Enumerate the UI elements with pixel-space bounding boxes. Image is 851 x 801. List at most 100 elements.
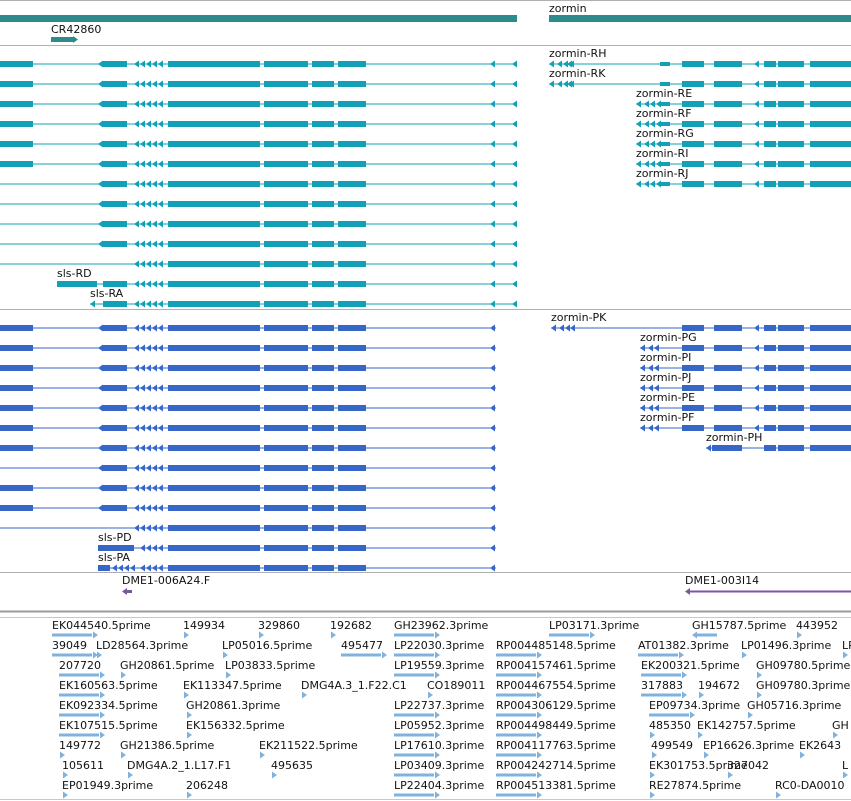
est-label[interactable]: GH23962.3prime bbox=[394, 619, 489, 632]
est-label[interactable]: 499549 bbox=[651, 739, 693, 752]
est-label[interactable]: GH09780.5prime bbox=[756, 659, 851, 672]
transcript-label-zormin-ri[interactable]: zormin-RI bbox=[636, 147, 689, 160]
protein-label-sls-pd[interactable]: sls-PD bbox=[98, 531, 132, 544]
clone-label-left[interactable]: DME1-006A24.F bbox=[122, 574, 211, 587]
est-label[interactable]: LP03833.5prime bbox=[225, 659, 316, 672]
est-label[interactable]: EK200321.5prime bbox=[641, 659, 740, 672]
est-label[interactable]: GH20861.3prime bbox=[186, 699, 281, 712]
est-label[interactable]: RE27874.5prime bbox=[649, 779, 742, 792]
est-label[interactable]: EK156332.5prime bbox=[186, 719, 285, 732]
est-label[interactable]: 192682 bbox=[330, 619, 372, 632]
est-label[interactable]: RP004242714.5prime bbox=[496, 759, 616, 772]
transcript-label-zormin-rf[interactable]: zormin-RF bbox=[636, 107, 692, 120]
est-label[interactable]: LP01496.3prime bbox=[741, 639, 832, 652]
protein-label-zormin-ph[interactable]: zormin-PH bbox=[706, 431, 763, 444]
est-label[interactable]: GH21386.5prime bbox=[120, 739, 215, 752]
est-label[interactable]: 194672 bbox=[698, 679, 740, 692]
est-label[interactable]: GH15787.5prime bbox=[692, 619, 787, 632]
protein-label-zormin-pj[interactable]: zormin-PJ bbox=[640, 371, 692, 384]
est-label[interactable]: DMG4A.3_1.F22.C1 bbox=[301, 679, 407, 692]
est-label[interactable]: CO189011 bbox=[427, 679, 486, 692]
protein-label-zormin-pg[interactable]: zormin-PG bbox=[640, 331, 697, 344]
est-label[interactable]: 207720 bbox=[59, 659, 101, 672]
strand-arrow bbox=[754, 100, 759, 108]
exon bbox=[312, 241, 334, 247]
est-label[interactable]: LP03409.3prime bbox=[394, 759, 485, 772]
gene-label-cr42860[interactable]: CR42860 bbox=[51, 23, 102, 36]
est-label[interactable]: EP16626.3prime bbox=[703, 739, 795, 752]
est-label[interactable]: RP004498449.5prime bbox=[496, 719, 616, 732]
est-label[interactable]: 39049 bbox=[52, 639, 87, 652]
est-label[interactable]: EK044540.5prime bbox=[52, 619, 151, 632]
est-label[interactable]: DMG4A.2_1.L17.F1 bbox=[127, 759, 232, 772]
est-label[interactable]: LP bbox=[842, 639, 851, 652]
exon bbox=[168, 241, 260, 247]
est-label[interactable]: GH05716.3prime bbox=[747, 699, 842, 712]
est-label[interactable]: EK211522.5prime bbox=[259, 739, 358, 752]
est-label[interactable]: EK142757.5prime bbox=[697, 719, 796, 732]
est-label[interactable]: RP004117763.5prime bbox=[496, 739, 616, 752]
est-label[interactable]: EP09734.3prime bbox=[649, 699, 741, 712]
est-label[interactable]: LP22404.3prime bbox=[394, 779, 485, 792]
est-label[interactable]: RP004157461.5prime bbox=[496, 659, 616, 672]
est-label[interactable]: 495635 bbox=[271, 759, 313, 772]
exon bbox=[764, 385, 776, 391]
est-label[interactable]: RP004306129.5prime bbox=[496, 699, 616, 712]
strand-arrow bbox=[158, 364, 163, 372]
est-label[interactable]: EK113347.5prime bbox=[183, 679, 282, 692]
protein-label-zormin-pf[interactable]: zormin-PF bbox=[640, 411, 695, 424]
exon bbox=[778, 405, 804, 411]
transcript-label-zormin-rh[interactable]: zormin-RH bbox=[549, 47, 607, 60]
est-label[interactable]: RP004513381.5prime bbox=[496, 779, 616, 792]
est-label[interactable]: RP004485148.5prime bbox=[496, 639, 616, 652]
est-label[interactable]: 327042 bbox=[727, 759, 769, 772]
est-label[interactable]: 206248 bbox=[186, 779, 228, 792]
est-label[interactable]: RC0-DA0010 bbox=[775, 779, 845, 792]
exon bbox=[103, 121, 127, 127]
protein-label-zormin-pe[interactable]: zormin-PE bbox=[640, 391, 696, 404]
est-label[interactable]: EP01949.3prime bbox=[62, 779, 154, 792]
est-label[interactable]: LD28564.3prime bbox=[96, 639, 189, 652]
est-label[interactable]: 105611 bbox=[62, 759, 104, 772]
est-label[interactable]: 149934 bbox=[183, 619, 225, 632]
est-label[interactable]: 329860 bbox=[258, 619, 300, 632]
est-label[interactable]: LP19559.3prime bbox=[394, 659, 485, 672]
est-label[interactable]: 495477 bbox=[341, 639, 383, 652]
est-label[interactable]: EK107515.5prime bbox=[59, 719, 158, 732]
transcript-label-sls-ra[interactable]: sls-RA bbox=[90, 287, 124, 300]
est-label[interactable]: LP05952.3prime bbox=[394, 719, 485, 732]
transcript-label-zormin-rg[interactable]: zormin-RG bbox=[636, 127, 694, 140]
est-label[interactable]: 149772 bbox=[59, 739, 101, 752]
transcript-label-zormin-rj[interactable]: zormin-RJ bbox=[636, 167, 689, 180]
protein-label-zormin-pk[interactable]: zormin-PK bbox=[551, 311, 607, 324]
protein-label-zormin-pi[interactable]: zormin-PI bbox=[640, 351, 692, 364]
transcript-label-zormin-rk[interactable]: zormin-RK bbox=[549, 67, 606, 80]
est-label[interactable]: LP03171.3prime bbox=[549, 619, 640, 632]
est-label[interactable]: EK301753.5prime bbox=[649, 759, 748, 772]
est-label[interactable]: L bbox=[842, 759, 849, 772]
clone-label-right[interactable]: DME1-003I14 bbox=[685, 574, 760, 587]
est-label[interactable]: LP22737.3prime bbox=[394, 699, 485, 712]
est-label[interactable]: EK160563.5prime bbox=[59, 679, 158, 692]
est-label[interactable]: 317883 bbox=[641, 679, 683, 692]
strand-arrow bbox=[146, 100, 151, 108]
est-label[interactable]: GH09780.3prime bbox=[756, 679, 851, 692]
transcript-label-sls-rd[interactable]: sls-RD bbox=[57, 267, 92, 280]
est-label[interactable]: LP17610.3prime bbox=[394, 739, 485, 752]
est-label[interactable]: 485350 bbox=[649, 719, 691, 732]
protein-label-sls-pa[interactable]: sls-PA bbox=[98, 551, 130, 564]
est-label[interactable]: GH20861.5prime bbox=[120, 659, 215, 672]
transcript-label-zormin-re[interactable]: zormin-RE bbox=[636, 87, 693, 100]
est-label[interactable]: LP05016.5prime bbox=[222, 639, 313, 652]
est-label[interactable]: LP22030.3prime bbox=[394, 639, 485, 652]
gene-label-zormin[interactable]: zormin bbox=[549, 2, 587, 15]
est-label[interactable]: EK092334.5prime bbox=[59, 699, 158, 712]
est-label[interactable]: GH bbox=[832, 719, 849, 732]
est-label[interactable]: 443952 bbox=[796, 619, 838, 632]
est-label[interactable]: EK2643 bbox=[799, 739, 842, 752]
strand-arrow bbox=[98, 140, 103, 148]
est-label[interactable]: AT01382.3prime bbox=[638, 639, 729, 652]
est-label[interactable]: RP004467554.5prime bbox=[496, 679, 616, 692]
gene-bar-left bbox=[0, 15, 517, 22]
